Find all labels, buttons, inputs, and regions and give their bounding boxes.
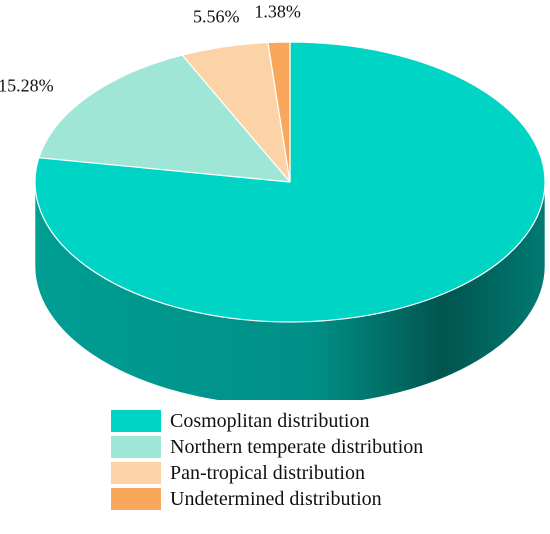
pie-top-faces [34,41,546,323]
legend-label: Northern temperate distribution [170,436,424,458]
pie-chart: 77.78% 15.28% 5.56% 1.38% [0,1,546,400]
legend-item-undetermined: Undetermined distribution [111,486,423,512]
legend-item-cosmoplitan: Cosmoplitan distribution [111,408,423,434]
pie-slice-1 [38,54,291,183]
pie-label-1: 15.28% [0,76,54,96]
legend-label: Undetermined distribution [170,488,382,510]
pie-label-2: 5.56% [193,7,240,27]
pie-label-3: 1.38% [254,1,301,21]
legend-item-pan-tropical: Pan-tropical distribution [111,460,423,486]
legend-swatch [111,462,161,484]
legend-label: Cosmoplitan distribution [170,410,370,432]
legend-label: Pan-tropical distribution [170,462,365,484]
pie-label-0: 77.78% [466,399,522,400]
legend-swatch [111,410,161,432]
pie-data-labels: 77.78% 15.28% 5.56% 1.38% [0,1,522,400]
legend-swatch [111,488,161,510]
legend: Cosmoplitan distribution Northern temper… [111,408,423,512]
legend-swatch [111,436,161,458]
pie-slice-3 [267,41,291,183]
legend-item-northern-temperate: Northern temperate distribution [111,434,423,460]
